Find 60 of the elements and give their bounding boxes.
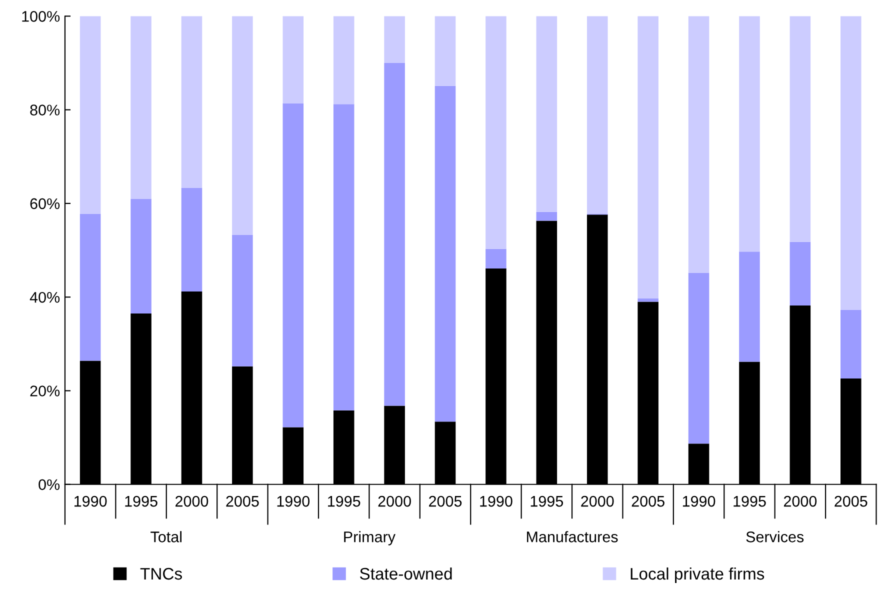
x-tick-label: 1995: [328, 496, 360, 507]
bar: [586, 16, 608, 214]
bar: [739, 16, 760, 252]
text: Manufactures: [526, 531, 618, 542]
bar: [790, 16, 811, 242]
bar: [739, 252, 760, 362]
bar: [181, 188, 202, 292]
text: Total: [150, 531, 182, 542]
x-tick-label: 1995: [125, 496, 158, 507]
x-tick-label: 2005: [226, 496, 259, 507]
x-tick-label: 2005: [429, 496, 462, 507]
x-tick-label: 2005: [834, 496, 868, 507]
x-tick-label: 2000: [378, 496, 411, 507]
y-tick-label: 40%: [30, 292, 60, 303]
bar: [536, 212, 558, 221]
bar: [333, 16, 354, 104]
y-tick-label: 60%: [30, 198, 60, 210]
x-tick-label: 1995: [734, 496, 766, 507]
bar: [282, 16, 304, 104]
bar: [130, 16, 152, 199]
x-tick-label: 1995: [530, 496, 564, 507]
bar: [486, 248, 506, 269]
bar: [232, 16, 253, 235]
bar: [638, 16, 658, 298]
bar: [181, 16, 202, 188]
x-tick-label: 1990: [277, 496, 310, 507]
bar: [384, 16, 405, 63]
bar: [384, 62, 405, 406]
bar: [333, 104, 354, 410]
bar: [840, 16, 862, 310]
bar: [486, 16, 506, 249]
bar: [232, 234, 253, 366]
bar: [80, 16, 101, 214]
bar: [688, 272, 710, 444]
y-tick-label: 20%: [30, 386, 60, 396]
x-tick-label: 1990: [682, 496, 716, 507]
bar: [434, 16, 456, 86]
bar: [130, 198, 152, 314]
x-tick-label: 2000: [784, 496, 817, 507]
y-tick-label: 80%: [30, 104, 60, 116]
bar: [638, 298, 658, 302]
text: Primary: [344, 531, 396, 546]
bar: [688, 16, 710, 273]
x-tick-label: 2005: [632, 496, 664, 507]
bar: [282, 103, 304, 428]
bar: [536, 16, 558, 212]
x-tick-label: 2000: [176, 496, 208, 507]
y-tick-label: 100%: [22, 11, 60, 22]
legend-label: Local private firms: [630, 567, 764, 583]
x-tick-label: 2000: [581, 496, 614, 507]
bar: [790, 242, 811, 306]
bar: [80, 214, 101, 361]
bar: [840, 310, 862, 379]
y-tick-label: 0%: [38, 479, 60, 490]
x-tick-label: 1990: [74, 496, 107, 507]
text: Services: [746, 531, 804, 542]
legend-label: TNCs: [140, 568, 182, 580]
legend-label: State-owned: [360, 567, 452, 580]
x-tick-label: 1990: [480, 496, 512, 507]
bar: [434, 86, 456, 422]
